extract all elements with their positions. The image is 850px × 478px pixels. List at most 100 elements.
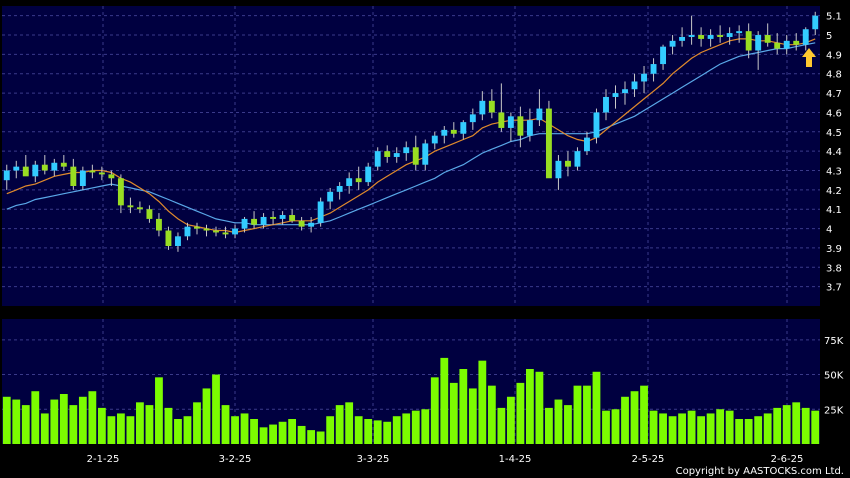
candle: [698, 27, 705, 47]
x-tick-label: 2-1-25: [87, 454, 120, 465]
volume-bar: [383, 421, 392, 444]
candle: [441, 126, 448, 144]
candle-body: [679, 36, 686, 41]
x-tick-label: 2-5-25: [632, 454, 665, 465]
volume-bar: [564, 405, 572, 444]
candle: [641, 66, 647, 94]
volume-bar: [212, 374, 220, 444]
candle-body: [41, 164, 48, 171]
candle: [584, 131, 590, 156]
candle-body: [698, 35, 705, 39]
candle-body: [745, 31, 752, 51]
candle-body: [422, 143, 429, 165]
candle: [564, 151, 571, 177]
volume-bar: [364, 419, 373, 444]
candle-body: [584, 137, 590, 152]
price-panel: 3.7 3.8 3.9 4 4.1 4.2 4.3 4.4 4.5 4.6 4.7 4.8 4.9 5 5.…: [2, 6, 842, 306]
candle-body: [194, 226, 200, 229]
candle: [279, 211, 286, 225]
candle-body: [707, 35, 714, 39]
arrow-up-icon: [802, 48, 816, 67]
candle-body: [660, 46, 667, 65]
candle-body: [441, 129, 448, 136]
volume-bar: [78, 396, 87, 444]
candle-body: [783, 40, 790, 49]
copyright-text: Copyright by AASTOCKS.com Ltd.: [676, 466, 844, 477]
candle: [726, 27, 733, 45]
volume-bar: [278, 421, 287, 444]
volume-bar: [716, 409, 725, 444]
volume-bar: [240, 413, 249, 444]
candle: [679, 27, 686, 47]
volume-bar: [792, 402, 801, 444]
volume-tick-label: 50K: [824, 371, 844, 382]
volume-bar: [659, 413, 667, 444]
volume-bar: [88, 391, 97, 444]
candle-body: [251, 218, 258, 225]
candle-body: [241, 218, 248, 229]
volume-bar: [31, 391, 40, 444]
volume-panel: 25K 50K 75K: [2, 319, 844, 444]
candle: [374, 147, 381, 171]
volume-bar: [402, 413, 411, 444]
candle-body: [631, 81, 638, 90]
candle-body: [412, 147, 419, 165]
candle: [32, 160, 39, 183]
candle-body: [51, 162, 58, 171]
candle: [469, 108, 476, 130]
candle-body: [460, 122, 467, 134]
candle-body: [488, 100, 495, 113]
volume-bar: [668, 416, 677, 444]
volume-bar: [269, 424, 277, 444]
candle-body: [641, 73, 647, 82]
candle: [650, 58, 657, 82]
volume-bar: [326, 416, 335, 444]
candle: [622, 81, 628, 105]
volume-bar: [107, 416, 116, 444]
moving-average-short-line: [6, 38, 816, 234]
price-tick-label: 4.1: [826, 205, 842, 216]
candle-body: [812, 15, 819, 30]
x-tick-label: 2-6-25: [771, 454, 804, 465]
volume-bar: [250, 419, 258, 444]
price-tick-label: 4.8: [826, 70, 842, 81]
candle-body: [450, 129, 457, 134]
volume-bar: [21, 405, 30, 444]
candle: [155, 213, 162, 237]
candle: [60, 155, 67, 171]
candle: [51, 158, 58, 177]
candle: [422, 139, 429, 171]
candle: [79, 166, 86, 190]
volume-bar: [354, 416, 363, 444]
candle: [412, 135, 419, 171]
candle: [117, 174, 124, 214]
candle: [793, 33, 800, 51]
volume-bar: [545, 407, 553, 444]
price-tick-label: 4.3: [826, 167, 842, 178]
candle-body: [498, 112, 505, 128]
candle: [745, 23, 752, 59]
volume-bar: [145, 405, 154, 444]
candle-body: [327, 191, 334, 202]
volume-bar: [640, 385, 648, 444]
candle-body: [146, 209, 153, 219]
volume-bar: [202, 388, 211, 444]
volume-bar: [97, 407, 106, 444]
volume-bar: [801, 407, 810, 444]
price-tick-label: 4.4: [826, 147, 842, 158]
candle: [545, 100, 552, 179]
candle-body: [3, 170, 10, 181]
candle-body: [555, 160, 562, 179]
price-tick-label: 5.1: [826, 12, 842, 23]
candle-body: [650, 64, 657, 74]
candle: [146, 205, 153, 223]
candle-body: [289, 215, 296, 221]
volume-bar: [193, 402, 201, 444]
candle-body: [574, 151, 581, 167]
candle: [13, 160, 20, 179]
volume-bar: [183, 416, 192, 444]
candle: [812, 11, 819, 36]
candle: [783, 35, 790, 55]
volume-bar: [221, 405, 230, 444]
volume-bar: [602, 410, 610, 444]
